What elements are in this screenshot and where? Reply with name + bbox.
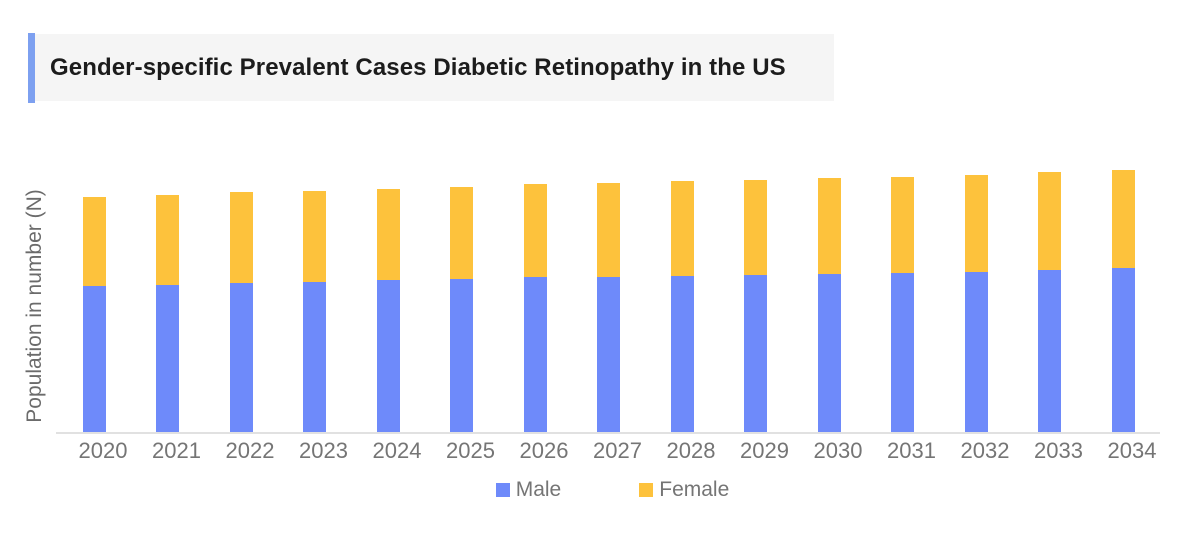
bar-segment-male-2025[interactable] — [450, 279, 473, 433]
bar-2028[interactable] — [670, 181, 694, 433]
bar-2030[interactable] — [817, 178, 841, 433]
bar-2023[interactable] — [303, 191, 326, 433]
chart-legend: Male Female — [0, 478, 1200, 502]
bar-2031[interactable] — [891, 177, 914, 433]
bar-segment-female-2034[interactable] — [1111, 170, 1135, 268]
legend-label-male: Male — [515, 478, 562, 501]
bar-2024[interactable] — [376, 189, 400, 433]
bar-segment-female-2021[interactable] — [156, 195, 179, 285]
bar-segment-male-2023[interactable] — [303, 282, 326, 433]
bar-segment-male-2034[interactable] — [1111, 268, 1135, 433]
bar-segment-female-2026[interactable] — [523, 184, 547, 277]
x-tick-label-2033: 2033 — [1034, 438, 1083, 463]
bar-segment-male-2031[interactable] — [891, 273, 914, 433]
bar-segment-female-2020[interactable] — [82, 197, 106, 286]
title-accent-bar — [28, 33, 35, 103]
page-title: Gender-specific Prevalent Cases Diabetic… — [50, 53, 786, 81]
bar-segment-male-2033[interactable] — [1038, 270, 1061, 433]
bar-segment-male-2020[interactable] — [82, 286, 106, 433]
bar-2033[interactable] — [1038, 172, 1061, 433]
bar-segment-male-2028[interactable] — [670, 276, 694, 433]
x-tick-label-2025: 2025 — [446, 438, 495, 463]
x-tick-label-2032: 2032 — [960, 438, 1010, 463]
bar-2029[interactable] — [744, 180, 767, 433]
bar-2032[interactable] — [964, 175, 988, 433]
bar-segment-male-2024[interactable] — [376, 280, 400, 433]
male-swatch-icon — [495, 483, 510, 497]
bar-segment-female-2023[interactable] — [303, 191, 326, 282]
bar-segment-female-2028[interactable] — [670, 181, 694, 276]
bar-segment-female-2022[interactable] — [229, 192, 253, 283]
bar-segment-female-2030[interactable] — [817, 178, 841, 274]
bar-segment-male-2027[interactable] — [597, 277, 620, 433]
bar-segment-female-2033[interactable] — [1038, 172, 1061, 270]
x-tick-label-2027: 2027 — [593, 438, 642, 463]
y-axis-label: Population in number (N) — [23, 189, 46, 423]
x-axis-line — [56, 432, 1160, 434]
x-tick-label-2028: 2028 — [666, 438, 716, 463]
x-tick-label-2031: 2031 — [887, 438, 936, 463]
bar-2026[interactable] — [523, 184, 547, 433]
x-tick-label-2029: 2029 — [740, 438, 789, 463]
legend-item-female[interactable]: Female — [639, 478, 729, 502]
plot-area — [56, 160, 1160, 433]
x-tick-label-2020: 2020 — [78, 438, 128, 463]
bar-segment-male-2029[interactable] — [744, 275, 767, 433]
x-tick-label-2030: 2030 — [813, 438, 863, 463]
x-tick-label-2034: 2034 — [1107, 438, 1157, 463]
x-tick-label-2022: 2022 — [225, 438, 275, 463]
female-swatch-icon — [639, 483, 654, 497]
bar-2034[interactable] — [1111, 170, 1135, 433]
legend-label-female: Female — [659, 478, 730, 501]
bar-segment-female-2031[interactable] — [891, 177, 914, 273]
legend-item-male[interactable]: Male — [495, 478, 562, 502]
bar-segment-male-2030[interactable] — [817, 274, 841, 433]
x-tick-label-2023: 2023 — [299, 438, 348, 463]
bar-segment-female-2032[interactable] — [964, 175, 988, 272]
bar-segment-female-2024[interactable] — [376, 189, 400, 280]
x-tick-label-2024: 2024 — [372, 438, 422, 463]
chart-title-container: Gender-specific Prevalent Cases Diabetic… — [35, 34, 834, 101]
bar-2022[interactable] — [229, 192, 253, 433]
bar-2020[interactable] — [82, 197, 106, 433]
bar-segment-male-2022[interactable] — [229, 283, 253, 433]
bar-segment-male-2021[interactable] — [156, 285, 179, 433]
x-axis-tick-labels: 2020 2021 2022 2023 2024 2025 2026 2027 2028 2029… — [56, 438, 1160, 464]
bar-2025[interactable] — [450, 187, 473, 433]
x-tick-label-2021: 2021 — [152, 438, 201, 463]
bar-segment-female-2029[interactable] — [744, 180, 767, 275]
bar-segment-male-2032[interactable] — [964, 272, 988, 433]
x-tick-label-2026: 2026 — [519, 438, 569, 463]
bar-segment-male-2026[interactable] — [523, 277, 547, 433]
bar-2021[interactable] — [156, 195, 179, 433]
bar-segment-female-2025[interactable] — [450, 187, 473, 279]
bar-2027[interactable] — [597, 183, 620, 433]
bar-segment-female-2027[interactable] — [597, 183, 620, 277]
